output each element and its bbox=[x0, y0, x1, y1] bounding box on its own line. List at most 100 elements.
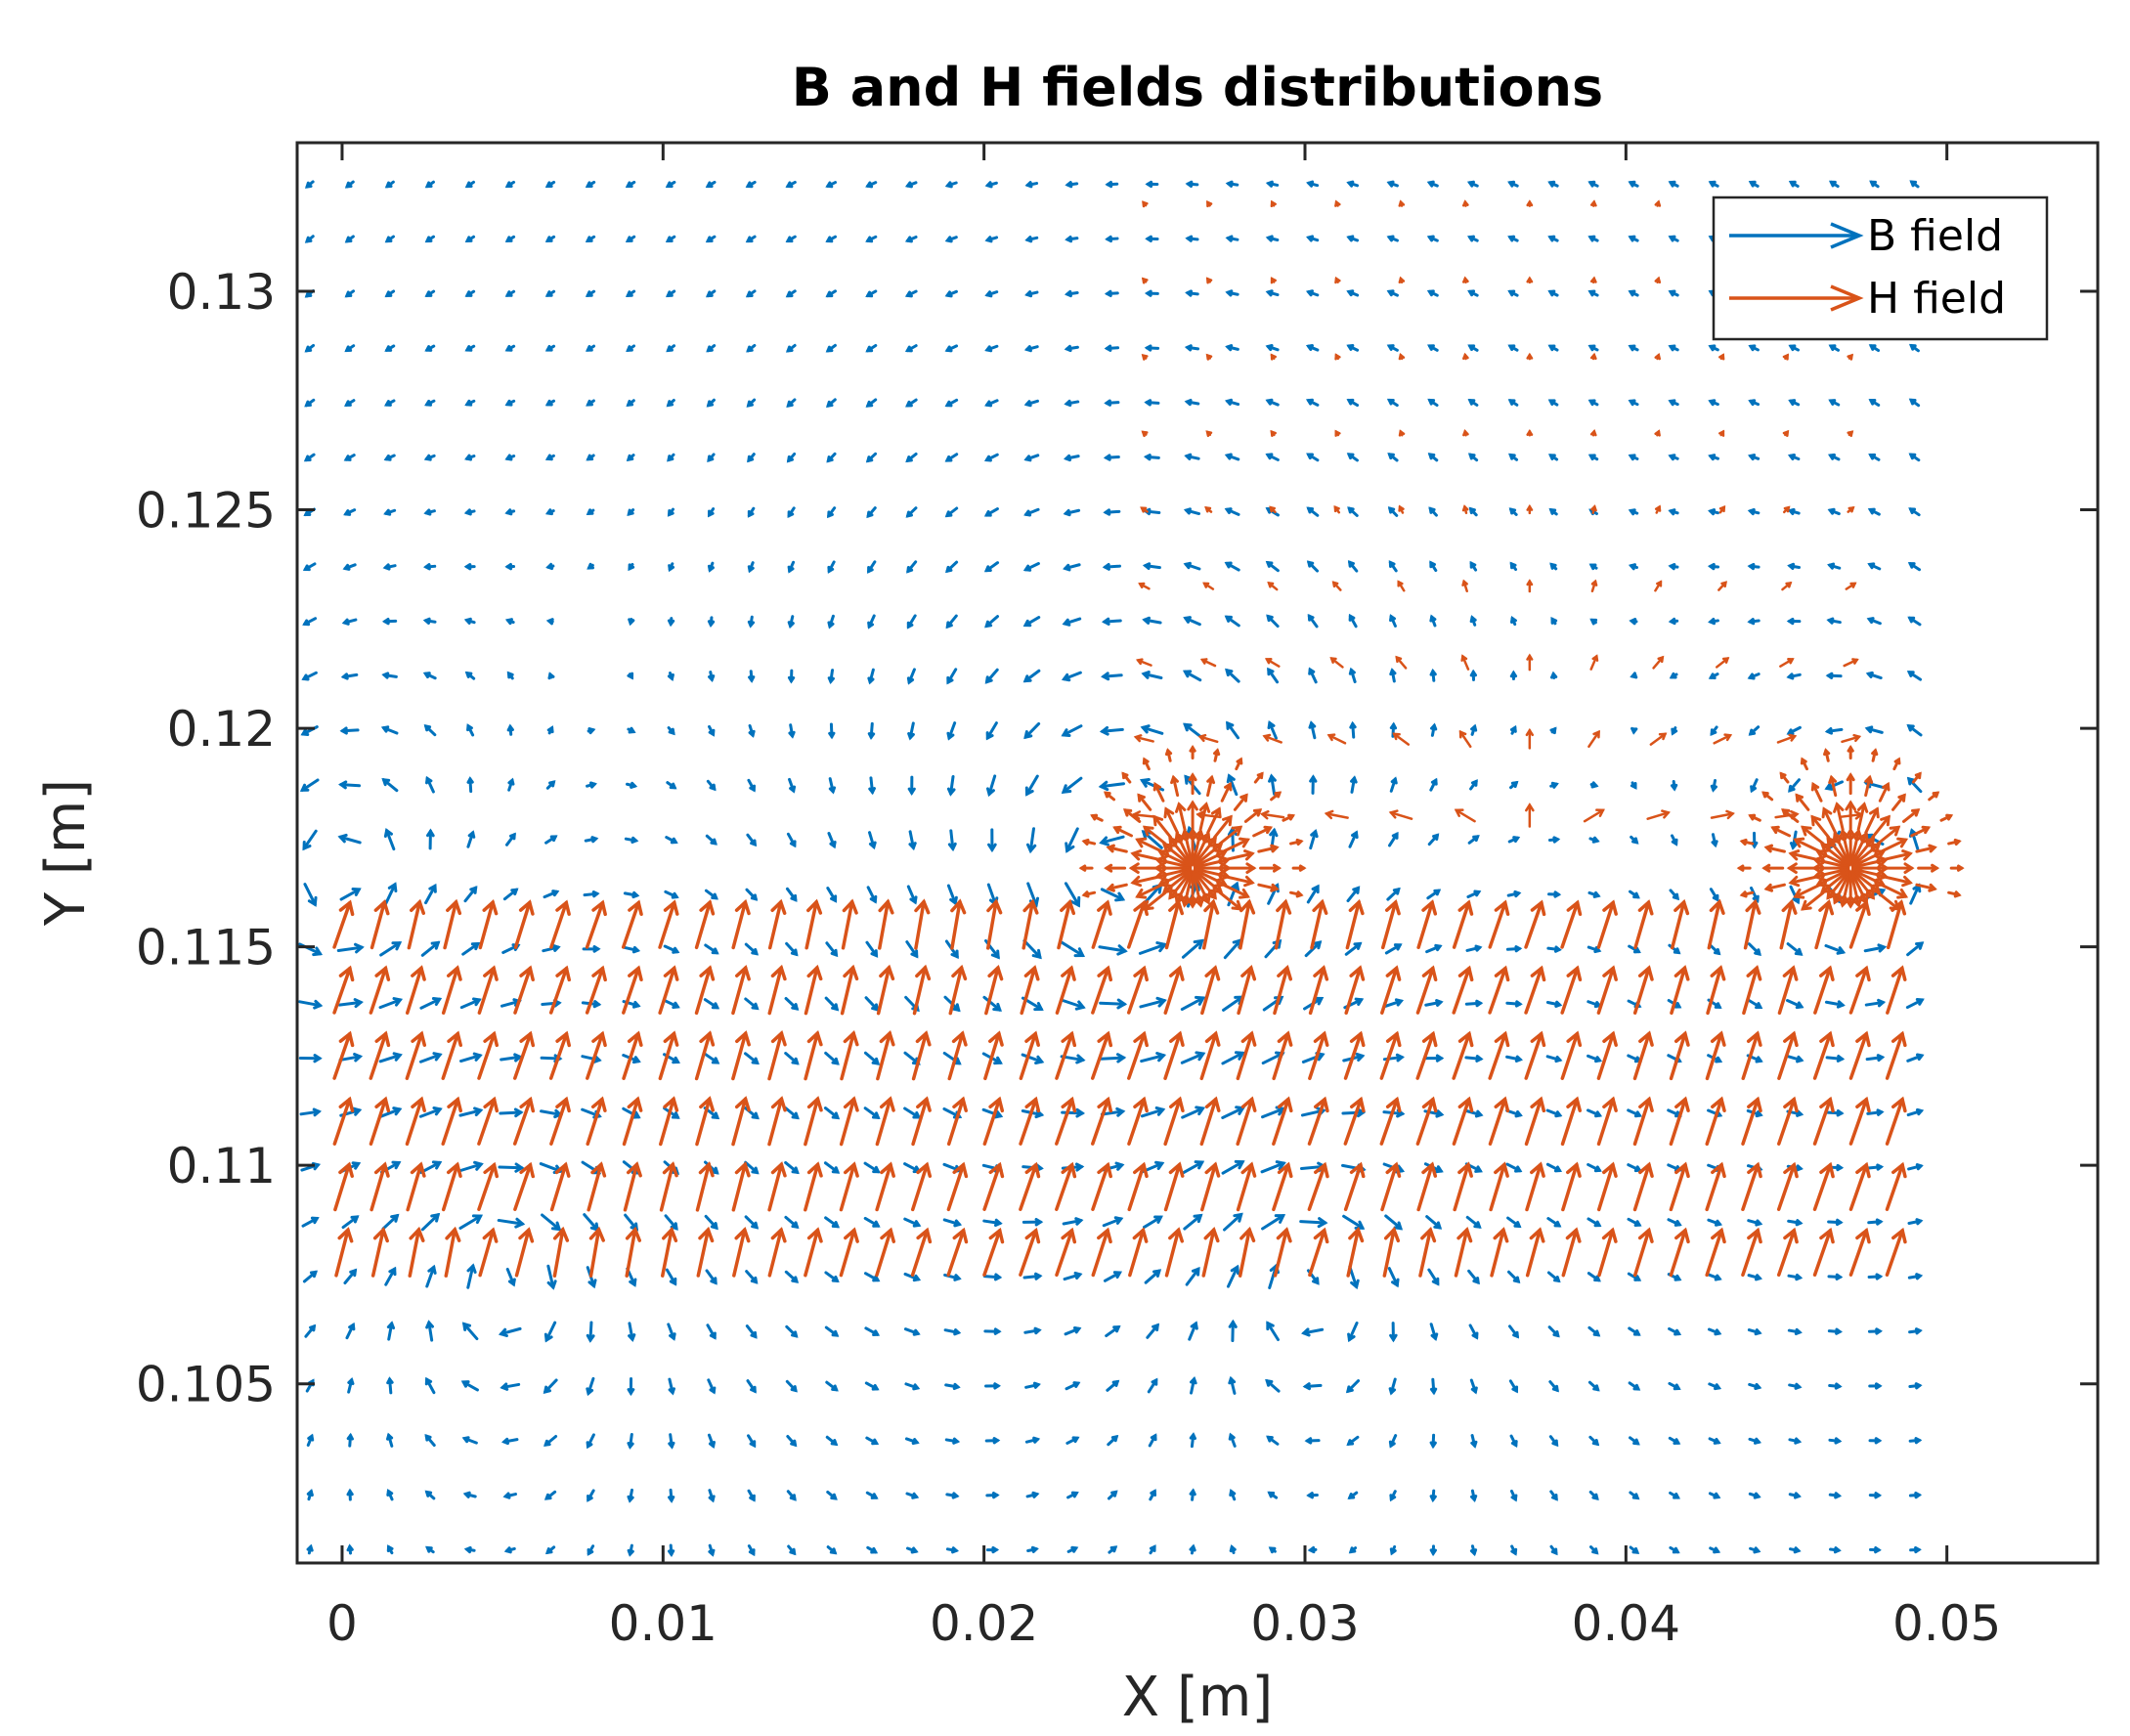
h-field-arrow bbox=[1596, 899, 1618, 949]
h-field-arrow bbox=[1218, 825, 1243, 846]
b-field-arrow bbox=[1789, 1546, 1802, 1554]
b-field-arrow bbox=[1469, 779, 1478, 791]
h-field-arrow bbox=[1163, 1096, 1185, 1147]
b-field-arrow bbox=[1549, 781, 1559, 789]
b-field-arrow bbox=[418, 1106, 443, 1118]
b-field-arrow bbox=[1299, 1217, 1328, 1229]
b-field-arrow bbox=[865, 343, 878, 353]
b-field-arrow bbox=[458, 1214, 484, 1230]
b-field-arrow bbox=[302, 829, 318, 851]
b-field-arrow bbox=[945, 1492, 960, 1499]
b-field-arrow bbox=[667, 617, 675, 628]
b-field-arrow bbox=[867, 668, 875, 685]
b-field-arrow bbox=[1348, 613, 1358, 629]
h-field-arrow bbox=[1848, 1030, 1871, 1080]
b-field-arrow bbox=[1587, 1217, 1602, 1228]
h-field-arrow bbox=[1379, 1096, 1402, 1146]
b-field-arrow bbox=[1387, 506, 1399, 517]
b-field-arrow bbox=[423, 563, 437, 571]
h-field-arrow bbox=[878, 898, 894, 950]
b-field-arrow bbox=[462, 1491, 477, 1498]
h-field-arrow bbox=[1345, 898, 1365, 950]
b-field-arrow bbox=[1149, 1489, 1157, 1501]
b-field-arrow bbox=[868, 776, 876, 796]
b-field-arrow bbox=[703, 1052, 720, 1064]
b-field-arrow bbox=[1346, 289, 1360, 297]
b-field-arrow bbox=[665, 235, 676, 243]
b-field-arrow bbox=[866, 506, 877, 519]
b-field-arrow bbox=[863, 1107, 881, 1119]
b-field-arrow bbox=[668, 1488, 675, 1503]
b-field-arrow bbox=[1750, 778, 1759, 794]
h-field-arrow bbox=[369, 1161, 390, 1212]
b-field-arrow bbox=[1065, 1436, 1080, 1445]
b-field-arrow bbox=[381, 777, 399, 793]
h-field-arrow bbox=[1199, 1030, 1221, 1081]
h-field-arrow bbox=[1560, 1096, 1582, 1147]
b-field-arrow bbox=[424, 289, 436, 297]
b-field-arrow bbox=[1470, 1489, 1478, 1502]
b-field-arrow bbox=[1100, 888, 1126, 902]
b-field-arrow bbox=[905, 506, 918, 518]
b-field-arrow bbox=[1550, 671, 1558, 679]
b-field-arrow bbox=[1180, 995, 1206, 1012]
h-field-arrow bbox=[1206, 774, 1216, 798]
b-field-arrow bbox=[1103, 454, 1120, 461]
b-field-arrow bbox=[1144, 399, 1160, 407]
h-field-arrow bbox=[839, 1161, 859, 1212]
b-field-arrow bbox=[1548, 1380, 1559, 1393]
b-field-arrow bbox=[1308, 720, 1317, 740]
b-field-arrow bbox=[1061, 1107, 1086, 1118]
h-field-arrow bbox=[1137, 793, 1152, 811]
b-field-arrow bbox=[863, 1272, 881, 1282]
b-field-arrow bbox=[1505, 1055, 1523, 1063]
b-field-arrow bbox=[744, 1160, 760, 1175]
b-field-arrow bbox=[1064, 289, 1079, 298]
h-field-arrow bbox=[1881, 837, 1909, 853]
b-field-arrow bbox=[1907, 1273, 1924, 1280]
b-field-arrow bbox=[383, 454, 396, 461]
h-field-arrow bbox=[1488, 899, 1510, 949]
h-field-arrow bbox=[1091, 899, 1112, 949]
h-field-arrow bbox=[1142, 200, 1149, 208]
b-field-arrow bbox=[1869, 180, 1880, 189]
b-field-arrow bbox=[1547, 1325, 1560, 1338]
h-field-arrow bbox=[1273, 965, 1293, 1016]
b-field-arrow bbox=[1748, 1437, 1762, 1445]
b-field-arrow bbox=[386, 1432, 394, 1448]
b-field-arrow bbox=[1346, 453, 1359, 462]
b-field-arrow bbox=[745, 180, 757, 189]
b-field-arrow bbox=[586, 1433, 595, 1450]
b-field-arrow bbox=[1629, 1545, 1640, 1554]
b-field-arrow bbox=[1265, 453, 1280, 461]
h-field-arrow bbox=[839, 1096, 859, 1147]
h-field-arrow bbox=[1461, 199, 1469, 207]
b-field-arrow bbox=[627, 1377, 635, 1397]
b-field-arrow bbox=[1587, 454, 1599, 461]
b-field-arrow bbox=[825, 235, 838, 243]
b-field-arrow bbox=[706, 779, 717, 792]
b-field-arrow bbox=[306, 1433, 315, 1447]
b-field-arrow bbox=[1826, 617, 1842, 625]
h-field-arrow bbox=[441, 965, 462, 1016]
h-field-arrow bbox=[1910, 825, 1932, 838]
h-field-arrow bbox=[1019, 1030, 1040, 1080]
b-field-arrow bbox=[1787, 1219, 1804, 1227]
b-field-arrow bbox=[464, 671, 476, 680]
b-field-arrow bbox=[707, 1433, 716, 1450]
b-field-arrow bbox=[1185, 1266, 1200, 1286]
h-field-arrow bbox=[875, 1227, 896, 1278]
b-field-arrow bbox=[827, 831, 837, 849]
h-field-arrow bbox=[1226, 862, 1257, 874]
h-field-arrow bbox=[1736, 864, 1752, 872]
b-field-arrow bbox=[1183, 616, 1201, 627]
h-field-arrow bbox=[1881, 884, 1909, 899]
h-field-arrow bbox=[1187, 800, 1198, 831]
b-field-arrow bbox=[1066, 1491, 1079, 1499]
h-field-arrow bbox=[1461, 579, 1468, 593]
b-field-arrow bbox=[707, 616, 716, 629]
b-field-arrow bbox=[1547, 289, 1559, 297]
h-field-arrow bbox=[1848, 1096, 1871, 1146]
b-field-arrow bbox=[1909, 180, 1920, 189]
h-field-arrow bbox=[910, 1227, 933, 1278]
